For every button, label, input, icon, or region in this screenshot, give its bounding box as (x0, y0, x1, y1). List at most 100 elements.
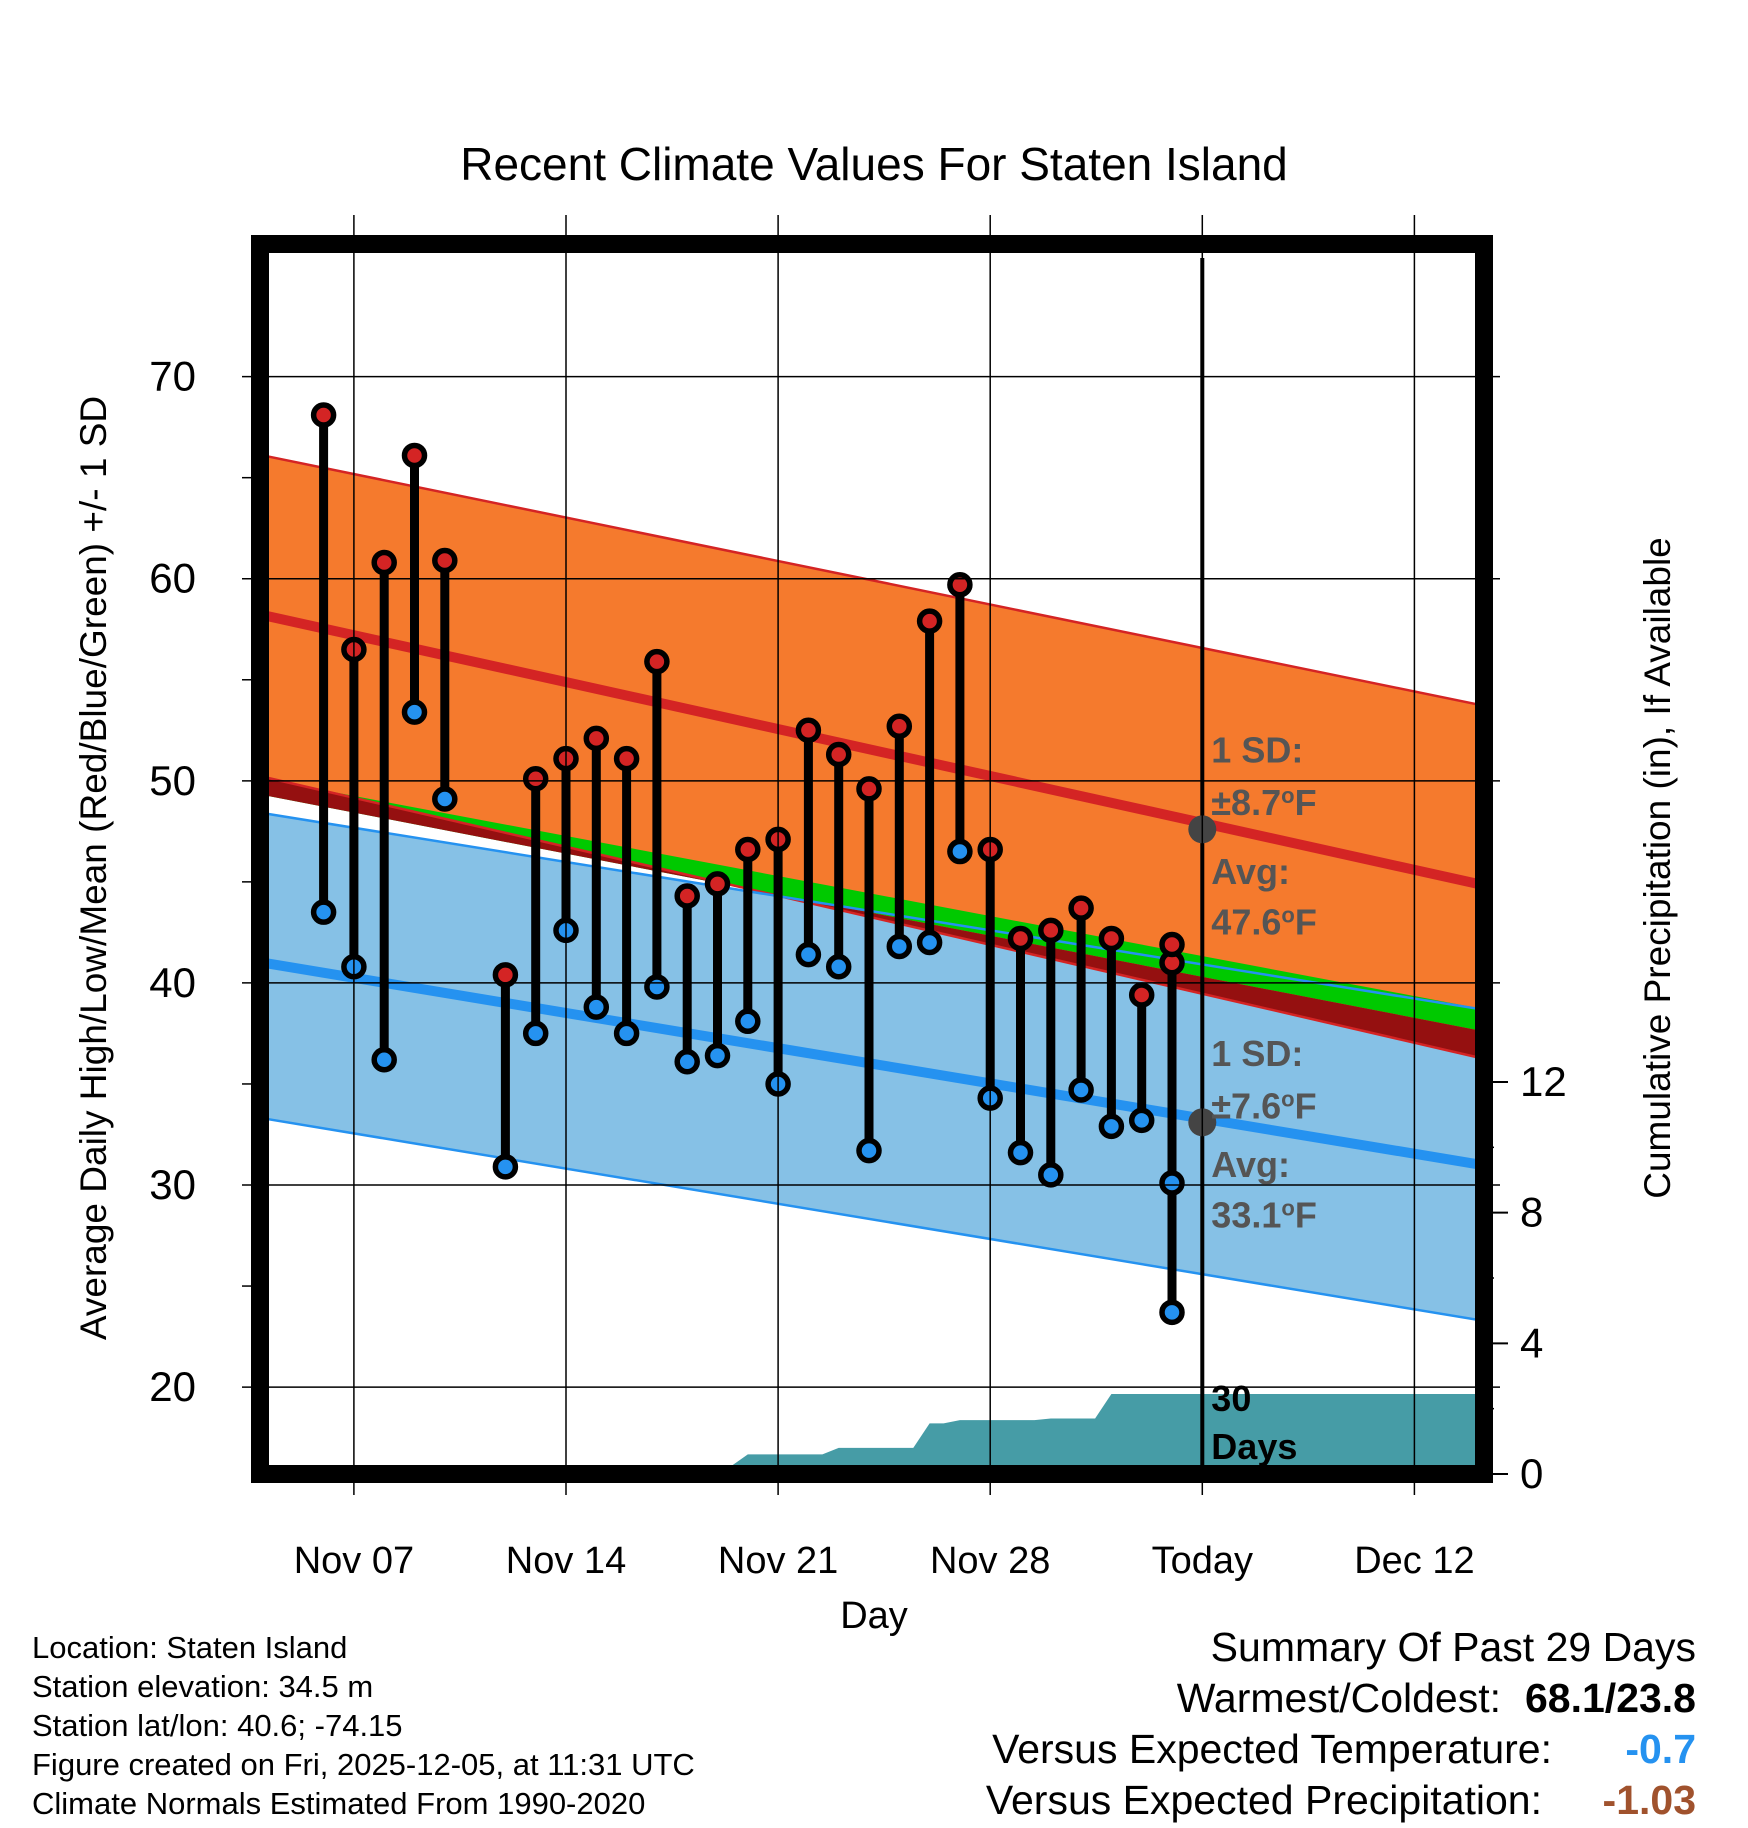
x-tick-label-0: Nov 07 (294, 1540, 414, 1582)
summary-warmest-row: Warmest/Coldest: 68.1/23.8 (986, 1673, 1696, 1724)
annotation-top-1: Avg: (1211, 851, 1290, 892)
high-point-0 (310, 402, 337, 428)
temp-label: Versus Expected Temperature: (992, 1726, 1552, 1772)
low-point-24 (1068, 1077, 1094, 1103)
x-tick-label-2: Nov 21 (718, 1540, 838, 1582)
high-point-8 (583, 725, 610, 752)
annotation-bottom-3: 33.1oF (1211, 1194, 1317, 1235)
low-point-4 (432, 786, 458, 812)
high-sd-band (263, 455, 1484, 1059)
low-point-20 (947, 838, 973, 865)
high-point-28 (1159, 931, 1185, 958)
low-point-3 (401, 699, 428, 725)
y-tick-label-5: 70 (149, 353, 196, 400)
y-axis-label: Average Daily High/Low/Mean (Red/Blue/Gr… (73, 396, 114, 1340)
high-point-16 (825, 741, 852, 768)
x-tick-label-4: Today (1152, 1540, 1253, 1582)
low-point-26 (1128, 1107, 1155, 1134)
warmest-label: Warmest/Coldest: (1176, 1675, 1501, 1721)
low-point-11 (674, 1048, 700, 1075)
high-point-15 (795, 717, 822, 744)
high-point-5 (492, 962, 519, 988)
plot-content (261, 258, 1484, 1474)
y2-axis-label: Cumulative Precipitation (in), If Availa… (1637, 537, 1678, 1199)
y-tick-label-2: 40 (149, 959, 196, 1006)
high-point-18 (886, 713, 913, 740)
low-point-23 (1038, 1162, 1064, 1188)
created-text: Figure created on Fri, 2025-12-05, at 11… (32, 1747, 695, 1782)
annotation-top-4: 30 (1211, 1378, 1251, 1419)
annotation-top-3: Avg: (1211, 1144, 1290, 1185)
summary-precip-row: Versus Expected Precipitation: -1.03 (986, 1775, 1696, 1826)
y2-tick-label-3: 12 (1520, 1058, 1567, 1105)
annotation-bottom-2: ±7.6oF (1211, 1085, 1316, 1126)
temp-value: -0.7 (1625, 1726, 1696, 1772)
low-point-0 (310, 899, 337, 925)
high-point-25 (1098, 925, 1125, 952)
low-point-25 (1098, 1113, 1125, 1140)
low-point-28 (1159, 1299, 1185, 1326)
high-sd-upper-line (262, 454, 1484, 707)
annotation-top-0: 1 SD: (1211, 730, 1303, 771)
low-point-9 (613, 1020, 640, 1047)
low-point-10 (644, 974, 670, 1000)
y-tick-label-3: 50 (149, 757, 196, 804)
annotation-bottom-0: ±8.7oF (1211, 782, 1316, 823)
normals-text: Climate Normals Estimated From 1990-2020 (32, 1786, 646, 1821)
high-point-24 (1068, 895, 1094, 921)
plot-frame (251, 235, 1493, 1483)
high-point-22 (1007, 925, 1034, 952)
high-point-13 (735, 836, 761, 863)
summary-temp-row: Versus Expected Temperature: -0.7 (986, 1724, 1696, 1775)
low-point-16 (825, 953, 852, 980)
high-point-17 (856, 776, 882, 802)
x-tick-label-3: Nov 28 (930, 1540, 1050, 1582)
y2-tick-label-0: 0 (1520, 1450, 1543, 1497)
low-sd-lower-line (262, 1117, 1484, 1323)
summary-title: Summary Of Past 29 Days (1210, 1624, 1696, 1670)
location-text: Location: Staten Island (32, 1630, 348, 1665)
low-point-13 (735, 1008, 761, 1035)
high-avg-line (261, 610, 1484, 891)
y-tick-label-0: 20 (149, 1363, 196, 1410)
high-point-20 (947, 572, 973, 598)
low-point-17 (856, 1137, 882, 1164)
y2-tick-label-2: 8 (1520, 1189, 1543, 1236)
precip-area (263, 1393, 1484, 1474)
low-point-22 (1007, 1139, 1034, 1166)
chart-title: Recent Climate Values For Staten Island (460, 138, 1288, 190)
low-point-18 (886, 933, 913, 960)
high-point-12 (704, 871, 731, 897)
high-point-9 (613, 745, 640, 772)
low-point-2 (371, 1046, 397, 1073)
annotation-top-2: 1 SD: (1211, 1033, 1303, 1074)
summary-panel: Summary Of Past 29 Days Warmest/Coldest:… (986, 1622, 1696, 1826)
high-point-3 (401, 442, 428, 469)
elevation-text: Station elevation: 34.5 m (32, 1669, 374, 1704)
low-point-6 (522, 1020, 549, 1047)
low-point-5 (492, 1154, 519, 1180)
low-point-12 (704, 1042, 731, 1069)
high-point-23 (1038, 917, 1064, 944)
high-point-11 (674, 883, 700, 909)
station-info: Location: Staten Island Station elevatio… (32, 1628, 695, 1823)
low-point-15 (795, 941, 822, 968)
y2-tick-label-1: 4 (1520, 1319, 1543, 1366)
high-point-26 (1128, 982, 1155, 1008)
precip-value: -1.03 (1602, 1777, 1696, 1823)
high-point-19 (916, 608, 943, 634)
low-point-19 (916, 929, 943, 956)
warmest-value: 68.1/23.8 (1525, 1675, 1696, 1721)
low-point-27 (1159, 1170, 1185, 1196)
high-point-10 (644, 648, 670, 675)
precip-label: Versus Expected Precipitation: (985, 1777, 1542, 1823)
high-sd-lower-line (262, 775, 1484, 1061)
x-tick-label-5: Dec 12 (1354, 1540, 1474, 1582)
low-sd-upper-line (262, 811, 1484, 1012)
high-point-4 (432, 547, 458, 574)
x-tick-label-1: Nov 14 (506, 1540, 626, 1582)
y-tick-label-1: 30 (149, 1161, 196, 1208)
annotation-bottom-1: 47.6oF (1211, 901, 1317, 942)
low-avg-line (262, 957, 1484, 1171)
